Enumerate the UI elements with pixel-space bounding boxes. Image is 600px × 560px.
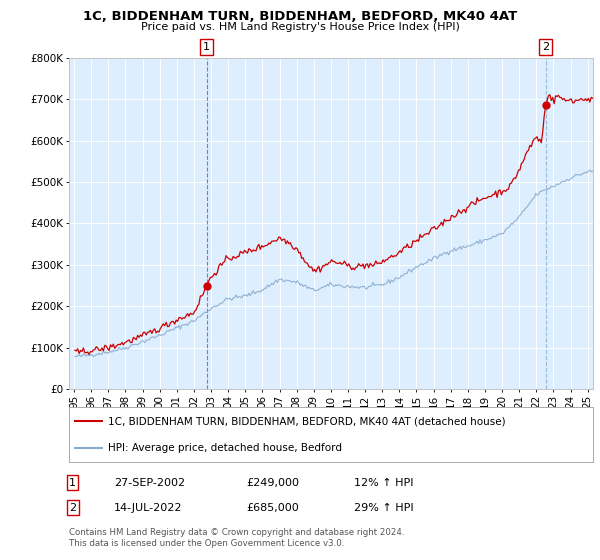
Text: Price paid vs. HM Land Registry's House Price Index (HPI): Price paid vs. HM Land Registry's House … bbox=[140, 22, 460, 32]
Text: HPI: Average price, detached house, Bedford: HPI: Average price, detached house, Bedf… bbox=[108, 443, 342, 452]
Text: £249,000: £249,000 bbox=[246, 478, 299, 488]
Text: 1C, BIDDENHAM TURN, BIDDENHAM, BEDFORD, MK40 4AT: 1C, BIDDENHAM TURN, BIDDENHAM, BEDFORD, … bbox=[83, 10, 517, 23]
Text: 1C, BIDDENHAM TURN, BIDDENHAM, BEDFORD, MK40 4AT (detached house): 1C, BIDDENHAM TURN, BIDDENHAM, BEDFORD, … bbox=[108, 417, 506, 426]
Text: 27-SEP-2002: 27-SEP-2002 bbox=[114, 478, 185, 488]
Text: Contains HM Land Registry data © Crown copyright and database right 2024.
This d: Contains HM Land Registry data © Crown c… bbox=[69, 528, 404, 548]
Text: 1: 1 bbox=[203, 42, 210, 52]
Text: 1: 1 bbox=[69, 478, 76, 488]
Text: 12% ↑ HPI: 12% ↑ HPI bbox=[354, 478, 413, 488]
Text: 14-JUL-2022: 14-JUL-2022 bbox=[114, 503, 182, 513]
Text: 2: 2 bbox=[542, 42, 549, 52]
Text: £685,000: £685,000 bbox=[246, 503, 299, 513]
Text: 2: 2 bbox=[69, 503, 76, 513]
Text: 29% ↑ HPI: 29% ↑ HPI bbox=[354, 503, 413, 513]
